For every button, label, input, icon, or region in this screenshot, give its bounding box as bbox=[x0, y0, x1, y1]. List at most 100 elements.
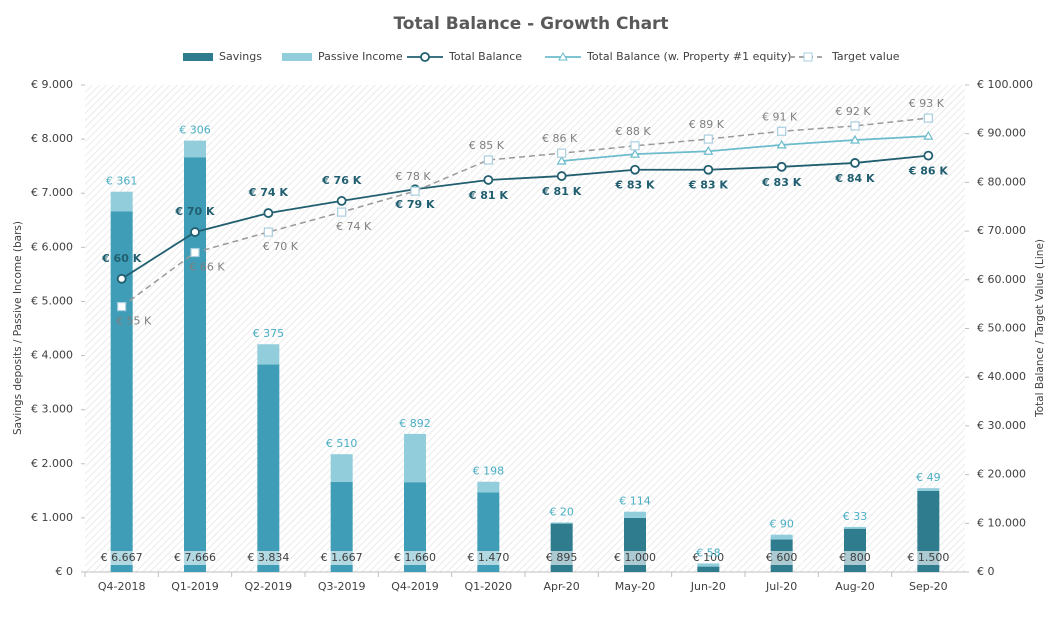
bar-value-label: € 1.660 bbox=[394, 551, 436, 564]
bar-value-label: € 375 bbox=[253, 327, 285, 340]
label-box bbox=[467, 551, 510, 565]
marker bbox=[777, 126, 787, 136]
marker bbox=[336, 196, 347, 206]
x-tick-label: Aug-20 bbox=[835, 580, 874, 593]
label-box bbox=[760, 551, 803, 565]
y-tick-label: € 1.000 bbox=[31, 511, 73, 524]
marker bbox=[263, 208, 274, 218]
legend-label: Total Balance bbox=[448, 50, 522, 63]
bar bbox=[844, 526, 866, 529]
bar-value-label: € 100 bbox=[693, 551, 725, 564]
bar bbox=[550, 522, 573, 524]
y-tick-label: € 5.000 bbox=[31, 294, 73, 307]
y-tick-label: € 9.000 bbox=[31, 78, 73, 91]
legend-label: Savings bbox=[219, 50, 262, 63]
x-tick-label: Jul-20 bbox=[765, 580, 797, 593]
bar bbox=[697, 563, 720, 567]
bar-value-label: € 895 bbox=[546, 551, 578, 564]
legend-label: Target value bbox=[831, 50, 900, 63]
bar-value-label: € 3.834 bbox=[247, 551, 289, 564]
line-value-label: € 83 K bbox=[614, 179, 655, 192]
label-box bbox=[540, 551, 583, 565]
marker bbox=[850, 121, 860, 131]
y2-tick-label: € 20.000 bbox=[977, 468, 1026, 481]
line-value-label: € 84 K bbox=[834, 172, 875, 185]
bar bbox=[184, 140, 206, 158]
bar bbox=[697, 566, 720, 572]
line-value-label: € 86 K bbox=[908, 165, 949, 178]
x-tick-label: Q4-2018 bbox=[98, 580, 146, 593]
x-tick-label: Q2-2019 bbox=[245, 580, 293, 593]
y2-tick-label: € 60.000 bbox=[977, 273, 1026, 286]
legend-marker bbox=[420, 52, 430, 62]
y2-tick-label: € 0 bbox=[977, 565, 995, 578]
bar-value-label: € 510 bbox=[326, 437, 358, 450]
line-value-label: € 88 K bbox=[615, 125, 651, 138]
bar-value-label: € 20 bbox=[549, 505, 574, 518]
marker bbox=[117, 301, 127, 312]
line-value-label: € 81 K bbox=[541, 185, 582, 198]
marker bbox=[557, 148, 567, 158]
line-value-label: € 76 K bbox=[321, 174, 362, 187]
marker bbox=[703, 146, 714, 155]
bar bbox=[110, 211, 133, 573]
x-tick-label: Sep-20 bbox=[909, 580, 948, 593]
label-box bbox=[907, 551, 950, 565]
bar-value-label: € 114 bbox=[619, 495, 651, 508]
marker bbox=[190, 227, 200, 237]
y2-tick-label: € 10.000 bbox=[977, 516, 1026, 529]
line-value-label: € 92 K bbox=[835, 105, 871, 118]
label-box bbox=[320, 551, 363, 565]
marker bbox=[410, 186, 420, 196]
bar-value-label: € 198 bbox=[473, 465, 505, 478]
legend-label: Total Balance (w. Property #1 equity) bbox=[586, 50, 791, 63]
chart-title: Total Balance - Growth Chart bbox=[393, 14, 668, 34]
bar bbox=[404, 433, 426, 483]
bar-value-label: € 600 bbox=[766, 551, 798, 564]
bar-value-label: € 306 bbox=[179, 124, 211, 137]
line-value-label: € 83 K bbox=[688, 179, 729, 192]
line-value-label: € 74 K bbox=[336, 220, 372, 233]
bar bbox=[477, 481, 500, 493]
bar bbox=[330, 481, 353, 572]
line bbox=[121, 154, 929, 280]
marker bbox=[776, 161, 787, 172]
bar bbox=[257, 344, 280, 365]
label-box bbox=[394, 551, 436, 565]
bar-value-label: € 800 bbox=[839, 551, 871, 564]
line-value-label: € 85 K bbox=[469, 139, 505, 152]
label-box bbox=[100, 551, 143, 565]
marker bbox=[337, 207, 347, 217]
line-value-label: € 60 K bbox=[101, 252, 142, 265]
x-tick-label: Q1-2019 bbox=[171, 580, 219, 593]
marker bbox=[703, 164, 714, 175]
line bbox=[561, 135, 929, 162]
bar bbox=[330, 454, 353, 482]
x-tick-label: Q3-2019 bbox=[318, 580, 366, 593]
y2-tick-label: € 90.000 bbox=[977, 127, 1026, 140]
line-value-label: € 91 K bbox=[762, 110, 798, 123]
marker bbox=[923, 113, 933, 123]
marker bbox=[116, 273, 127, 284]
label-box bbox=[614, 551, 656, 565]
line-value-label: € 70 K bbox=[174, 205, 215, 218]
line-value-label: € 81 K bbox=[468, 189, 509, 202]
y-tick-label: € 4.000 bbox=[31, 349, 73, 362]
label-box bbox=[687, 551, 730, 565]
marker bbox=[629, 148, 641, 158]
legend-marker bbox=[558, 51, 568, 61]
bar-value-label: € 49 bbox=[916, 471, 941, 484]
legend-swatch bbox=[282, 53, 312, 61]
marker bbox=[630, 141, 640, 151]
line-value-label: € 83 K bbox=[761, 176, 802, 189]
bar-value-label: € 892 bbox=[399, 417, 431, 430]
bar-value-label: € 1.667 bbox=[321, 551, 363, 564]
marker bbox=[850, 158, 860, 168]
bar bbox=[404, 482, 426, 572]
y2-axis-title: Total Balance / Target Value (Line) bbox=[1034, 239, 1046, 418]
y-tick-label: € 7.000 bbox=[31, 186, 73, 199]
marker bbox=[556, 171, 567, 181]
bar-value-label: € 1.470 bbox=[467, 551, 509, 564]
y-axis-title: Savings deposits / Passive Income (bars) bbox=[12, 221, 24, 435]
